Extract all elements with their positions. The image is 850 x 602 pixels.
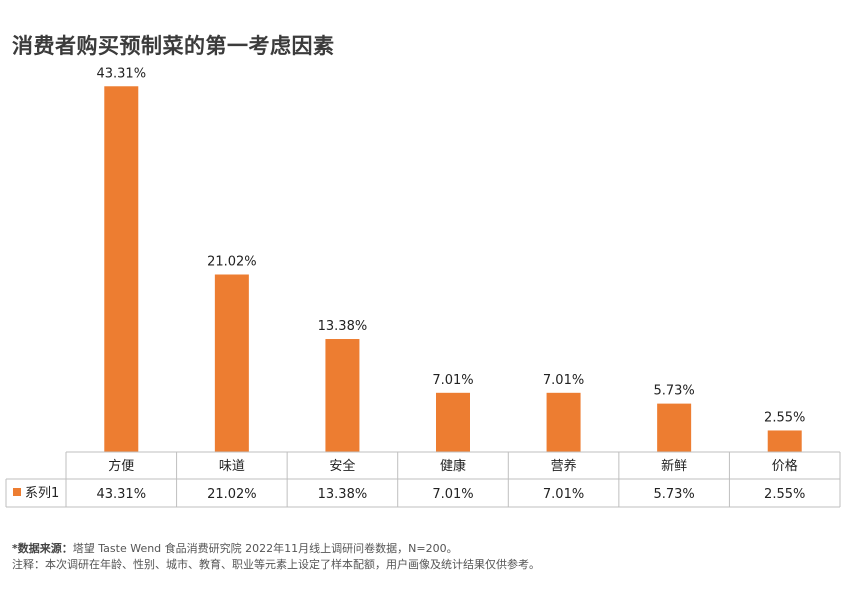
category-label: 健康	[440, 458, 466, 474]
table-value: 13.38%	[318, 487, 368, 502]
table-value: 2.55%	[764, 487, 805, 502]
bar-data-label: 2.55%	[764, 410, 805, 425]
bar	[214, 274, 249, 452]
series-name: 系列1	[25, 486, 59, 501]
table-value: 7.01%	[432, 487, 473, 502]
bar-data-label: 5.73%	[653, 384, 694, 399]
chart-title: 消费者购买预制菜的第一考虑因素	[12, 34, 335, 58]
bar-data-label: 43.31%	[96, 66, 146, 81]
table-value: 5.73%	[653, 487, 694, 502]
category-label: 价格	[772, 458, 798, 474]
bar-chart: 43.31% 21.02% 13.38% 7.01% 7.01% 5.73% 2.55% 方便…	[5, 66, 841, 508]
bar	[657, 403, 692, 452]
category-label: 新鲜	[661, 458, 687, 474]
bar-data-label: 21.02%	[207, 254, 257, 269]
bar-data-label: 7.01%	[432, 373, 473, 388]
bar-data-label: 13.38%	[318, 319, 368, 334]
source-line: *数据来源：塔望 Taste Wend 食品消费研究院 2022年11月线上调研…	[12, 540, 458, 556]
source-label: *数据来源：	[12, 542, 73, 555]
category-label: 方便	[108, 458, 134, 474]
table-value: 21.02%	[207, 487, 257, 502]
category-label: 营养	[551, 458, 577, 474]
legend-swatch	[13, 488, 21, 496]
source-text: 塔望 Taste Wend 食品消费研究院 2022年11月线上调研问卷数据，N…	[72, 542, 458, 555]
bar	[436, 392, 470, 452]
bar	[767, 430, 802, 452]
bar	[104, 86, 139, 452]
bar-data-label: 7.01%	[543, 373, 584, 388]
note-line: 注释：本次调研在年龄、性别、城市、教育、职业等元素上设定了样本配额，用户画像及统…	[12, 558, 540, 571]
table-value: 43.31%	[96, 487, 146, 502]
category-label: 安全	[329, 458, 355, 474]
bar	[325, 339, 360, 452]
category-label: 味道	[219, 459, 245, 474]
bar	[546, 392, 581, 452]
table-value: 7.01%	[543, 487, 584, 502]
